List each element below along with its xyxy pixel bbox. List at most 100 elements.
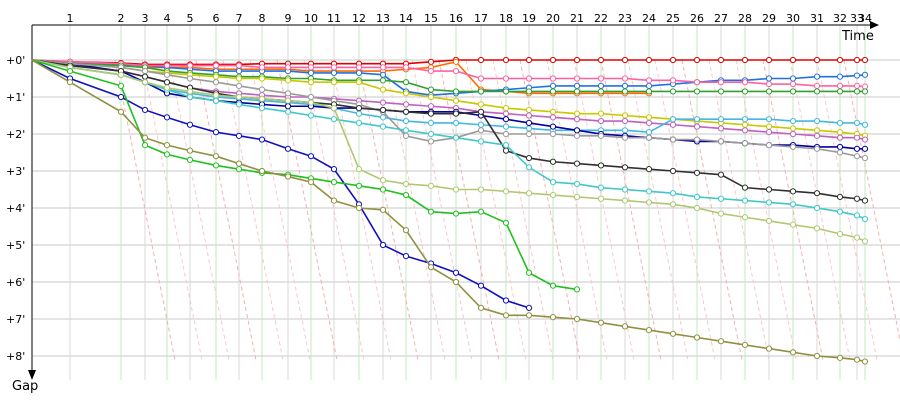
data-point xyxy=(258,95,266,102)
data-point xyxy=(235,166,243,173)
data-point xyxy=(836,208,844,215)
data-point xyxy=(717,138,725,145)
data-point xyxy=(813,127,821,134)
data-point xyxy=(307,179,315,186)
data-point xyxy=(549,108,557,115)
x-tick-label: 31 xyxy=(810,12,824,25)
data-point xyxy=(284,108,292,115)
data-point xyxy=(235,62,243,69)
data-point xyxy=(212,79,220,86)
data-point xyxy=(669,190,677,197)
data-point xyxy=(235,93,243,101)
data-point xyxy=(669,330,677,337)
data-point xyxy=(813,88,821,95)
x-tick-label: 11 xyxy=(327,12,341,25)
data-point xyxy=(525,112,533,119)
data-point xyxy=(330,105,338,112)
data-point xyxy=(693,56,701,64)
data-point xyxy=(717,88,725,95)
data-point xyxy=(693,136,701,143)
data-point xyxy=(549,158,557,165)
data-point xyxy=(549,130,557,138)
data-point xyxy=(669,88,677,95)
diagonal-reference-line xyxy=(789,59,851,361)
data-point xyxy=(573,116,581,123)
data-point xyxy=(402,64,410,71)
x-tick-label: 15 xyxy=(424,12,438,25)
data-point xyxy=(212,153,220,160)
x-tick-label: 27 xyxy=(714,12,728,25)
x-tick-label: 2 xyxy=(118,12,125,25)
data-point xyxy=(284,90,292,97)
y-axis-label: Gap xyxy=(12,379,38,394)
data-point xyxy=(765,75,773,82)
data-point xyxy=(765,116,773,123)
series-line xyxy=(31,59,530,309)
data-point xyxy=(813,132,821,139)
data-point xyxy=(477,127,485,134)
data-point xyxy=(525,154,533,162)
x-tick-label: 28 xyxy=(738,12,752,25)
data-point xyxy=(861,56,869,64)
data-point xyxy=(427,130,435,138)
diagonal-reference-line xyxy=(465,59,527,361)
data-point xyxy=(379,123,387,130)
data-point xyxy=(549,88,557,95)
data-point xyxy=(836,88,844,95)
data-point xyxy=(669,121,677,128)
data-point xyxy=(379,241,387,249)
data-point xyxy=(284,97,292,104)
data-point xyxy=(117,108,125,115)
data-point xyxy=(117,93,125,101)
data-point xyxy=(861,216,869,223)
data-point xyxy=(477,282,485,289)
data-point xyxy=(645,134,653,141)
data-point xyxy=(355,204,363,212)
data-point xyxy=(693,334,701,341)
data-point xyxy=(765,88,773,95)
data-point xyxy=(765,199,773,206)
data-point xyxy=(573,315,581,323)
x-tick-label: 33 xyxy=(850,12,864,25)
data-point xyxy=(645,166,653,173)
data-point xyxy=(452,134,460,141)
data-point xyxy=(853,195,861,202)
data-point xyxy=(693,123,701,130)
data-point xyxy=(853,88,861,95)
data-point xyxy=(789,201,797,208)
data-point xyxy=(573,88,581,95)
data-point xyxy=(212,92,220,99)
data-point xyxy=(402,180,410,188)
data-point xyxy=(525,269,533,276)
data-point xyxy=(307,153,315,160)
data-point xyxy=(597,319,605,326)
data-point xyxy=(235,75,243,82)
data-point xyxy=(597,162,605,169)
data-point xyxy=(717,210,725,217)
data-point xyxy=(163,71,171,78)
data-point xyxy=(549,82,557,90)
data-point xyxy=(502,116,510,123)
data-point xyxy=(330,116,338,123)
data-point xyxy=(573,132,581,139)
data-point xyxy=(741,184,749,191)
data-point xyxy=(163,142,171,149)
data-point xyxy=(836,119,844,127)
diagonal-reference-line xyxy=(708,59,770,361)
data-point xyxy=(525,164,533,171)
y-tick-label: +6' xyxy=(6,276,25,289)
data-point xyxy=(258,86,266,93)
data-point xyxy=(789,80,797,88)
data-point xyxy=(525,190,533,197)
data-point xyxy=(669,167,677,175)
data-point xyxy=(669,201,677,208)
data-point xyxy=(307,93,315,101)
data-point xyxy=(477,138,485,145)
data-point xyxy=(765,123,773,130)
data-point xyxy=(621,117,629,125)
data-point xyxy=(186,121,194,128)
data-point xyxy=(284,173,292,180)
data-point xyxy=(717,125,725,132)
data-point xyxy=(452,269,460,276)
data-point xyxy=(853,212,861,219)
